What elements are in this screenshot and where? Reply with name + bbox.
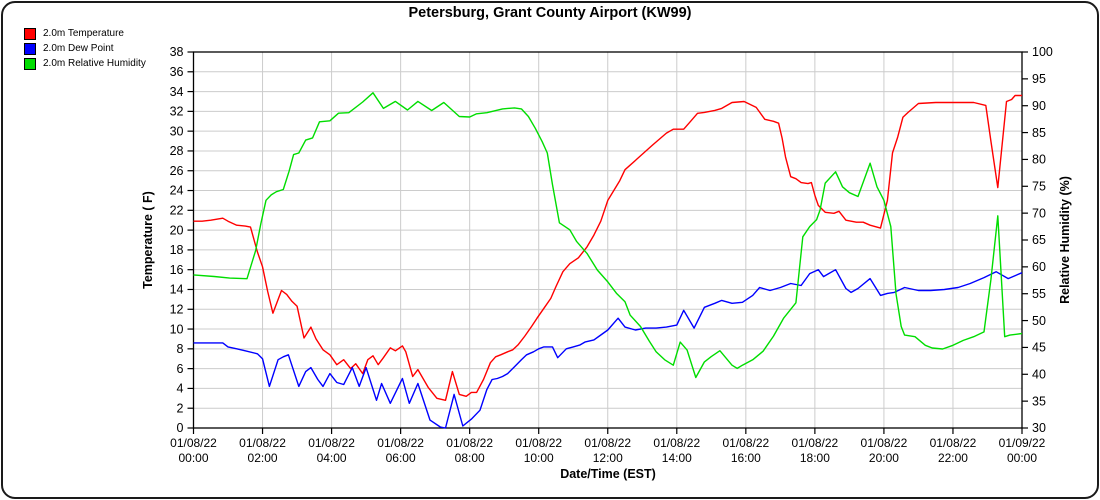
x-tick-time: 02:00 <box>248 451 278 465</box>
y-left-tick-label: 0 <box>177 421 184 435</box>
x-tick-date: 01/08/22 <box>861 436 908 450</box>
x-tick-date: 01/08/22 <box>792 436 839 450</box>
dew-point-swatch-icon <box>24 42 36 55</box>
y-axis-right-title: Relative Humidity (%) <box>1058 176 1072 304</box>
temperature-swatch-icon <box>24 27 36 40</box>
legend-label: 2.0m Relative Humidity <box>43 58 146 69</box>
x-tick-time: 00:00 <box>1007 451 1037 465</box>
x-tick-date: 01/08/22 <box>584 436 631 450</box>
x-tick-date: 01/08/22 <box>170 436 217 450</box>
y-right-tick-label: 60 <box>1032 260 1046 274</box>
legend-item-dew-point: 2.0m Dew Point <box>24 41 146 56</box>
y-right-tick-label: 75 <box>1032 179 1046 193</box>
y-left-tick-label: 14 <box>170 283 184 297</box>
y-left-tick-label: 8 <box>177 342 184 356</box>
x-tick-date: 01/08/22 <box>722 436 769 450</box>
x-tick-date: 01/08/22 <box>308 436 355 450</box>
y-right-tick-label: 70 <box>1032 206 1046 220</box>
y-right-tick-label: 65 <box>1032 233 1046 247</box>
x-tick-time: 06:00 <box>386 451 416 465</box>
y-right-tick-label: 45 <box>1032 341 1046 355</box>
y-left-tick-label: 28 <box>170 144 184 158</box>
x-tick-date: 01/08/22 <box>515 436 562 450</box>
x-tick-date: 01/08/22 <box>930 436 977 450</box>
y-right-tick-label: 50 <box>1032 314 1046 328</box>
y-right-tick-label: 95 <box>1032 72 1046 86</box>
chart-legend: 2.0m Temperature 2.0m Dew Point 2.0m Rel… <box>24 26 146 71</box>
y-left-tick-label: 32 <box>170 105 184 119</box>
x-tick-date: 01/08/22 <box>653 436 700 450</box>
chart-title: Petersburg, Grant County Airport (KW99) <box>408 5 692 21</box>
y-left-tick-label: 20 <box>170 223 184 237</box>
y-left-tick-label: 12 <box>170 302 184 316</box>
dew-point-line <box>193 269 1023 429</box>
y-left-tick-label: 2 <box>177 401 184 415</box>
x-tick-time: 14:00 <box>662 451 692 465</box>
legend-label: 2.0m Temperature <box>43 28 124 39</box>
legend-item-relative-humidity: 2.0m Relative Humidity <box>24 56 146 71</box>
x-tick-time: 22:00 <box>938 451 968 465</box>
y-right-tick-label: 55 <box>1032 287 1046 301</box>
x-tick-date: 01/08/22 <box>446 436 493 450</box>
y-left-tick-label: 36 <box>170 65 184 79</box>
x-tick-time: 08:00 <box>455 451 485 465</box>
y-left-tick-label: 24 <box>170 184 184 198</box>
y-left-tick-label: 26 <box>170 164 184 178</box>
y-right-tick-label: 40 <box>1032 367 1046 381</box>
y-right-tick-label: 30 <box>1032 421 1046 435</box>
legend-label: 2.0m Dew Point <box>43 43 114 54</box>
x-tick-date: 01/08/22 <box>377 436 424 450</box>
humidity-line <box>193 92 1023 379</box>
legend-item-temperature: 2.0m Temperature <box>24 26 146 41</box>
y-right-tick-label: 85 <box>1032 126 1046 140</box>
y-axis-left-title: Temperature ( F) <box>141 191 155 289</box>
x-tick-time: 12:00 <box>593 451 623 465</box>
y-left-tick-label: 18 <box>170 243 184 257</box>
y-right-tick-label: 35 <box>1032 394 1046 408</box>
x-tick-time: 10:00 <box>524 451 554 465</box>
x-tick-date: 01/08/22 <box>239 436 286 450</box>
x-tick-date: 01/09/22 <box>999 436 1046 450</box>
x-tick-time: 20:00 <box>869 451 899 465</box>
x-tick-time: 04:00 <box>317 451 347 465</box>
y-right-tick-label: 80 <box>1032 153 1046 167</box>
temperature-line <box>193 94 1022 401</box>
y-right-tick-label: 90 <box>1032 99 1046 113</box>
x-tick-time: 16:00 <box>731 451 761 465</box>
y-left-tick-label: 38 <box>170 45 184 59</box>
y-left-tick-label: 22 <box>170 204 184 218</box>
y-left-tick-label: 4 <box>177 382 184 396</box>
x-axis-title: Date/Time (EST) <box>560 467 656 481</box>
y-left-tick-label: 16 <box>170 263 184 277</box>
relative-humidity-swatch-icon <box>24 57 36 70</box>
y-left-tick-label: 10 <box>170 322 184 336</box>
y-left-tick-label: 30 <box>170 124 184 138</box>
x-tick-time: 18:00 <box>800 451 830 465</box>
y-left-tick-label: 34 <box>170 85 184 99</box>
x-tick-time: 00:00 <box>178 451 208 465</box>
y-left-tick-label: 6 <box>177 362 184 376</box>
y-right-tick-label: 100 <box>1032 45 1053 59</box>
